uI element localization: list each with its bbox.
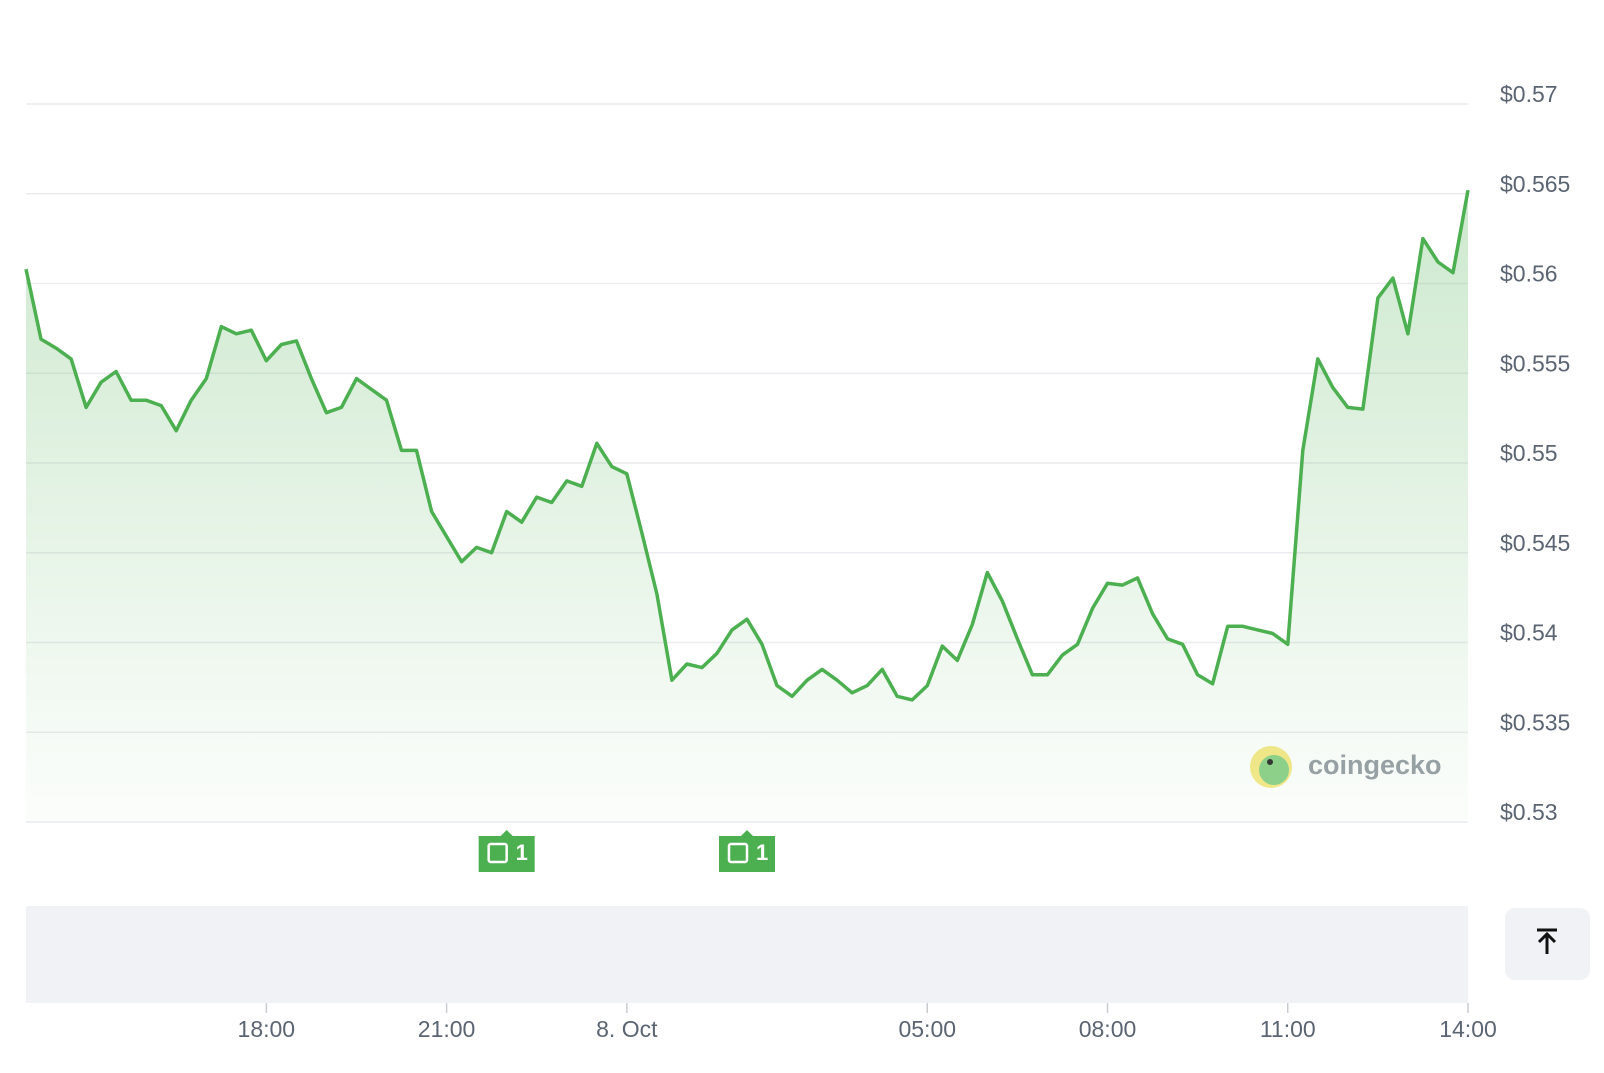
x-tick-label: 8. Oct bbox=[596, 1016, 658, 1042]
news-badge[interactable]: 1 bbox=[719, 830, 775, 872]
y-tick-label: $0.56 bbox=[1500, 261, 1558, 287]
y-tick-label: $0.57 bbox=[1500, 81, 1558, 107]
y-tick-label: $0.565 bbox=[1500, 171, 1570, 197]
y-tick-label: $0.555 bbox=[1500, 350, 1570, 376]
scroll-top-button[interactable] bbox=[1505, 908, 1590, 980]
y-tick-label: $0.54 bbox=[1500, 620, 1558, 646]
y-tick-label: $0.535 bbox=[1500, 709, 1570, 735]
x-tick-label: 18:00 bbox=[238, 1016, 296, 1042]
badge-icon bbox=[727, 842, 749, 864]
x-tick-label: 08:00 bbox=[1079, 1016, 1137, 1042]
price-line bbox=[24, 189, 1470, 702]
news-badge[interactable]: 1 bbox=[478, 830, 535, 872]
badge-count: 1 bbox=[756, 840, 768, 865]
y-tick-label: $0.53 bbox=[1500, 799, 1558, 825]
volume-panel bbox=[26, 906, 1468, 1003]
badge-icon bbox=[487, 842, 508, 864]
button-icon bbox=[1537, 928, 1557, 954]
x-tick-label: 14:00 bbox=[1439, 1016, 1497, 1042]
y-tick-label: $0.545 bbox=[1500, 530, 1570, 556]
x-tick-label: 11:00 bbox=[1260, 1016, 1316, 1042]
badge-count: 1 bbox=[516, 840, 528, 865]
y-tick-label: $0.55 bbox=[1500, 440, 1558, 466]
x-tick-label: 21:00 bbox=[418, 1016, 476, 1042]
price-area bbox=[26, 190, 1468, 822]
x-tick-label: 05:00 bbox=[898, 1016, 956, 1042]
